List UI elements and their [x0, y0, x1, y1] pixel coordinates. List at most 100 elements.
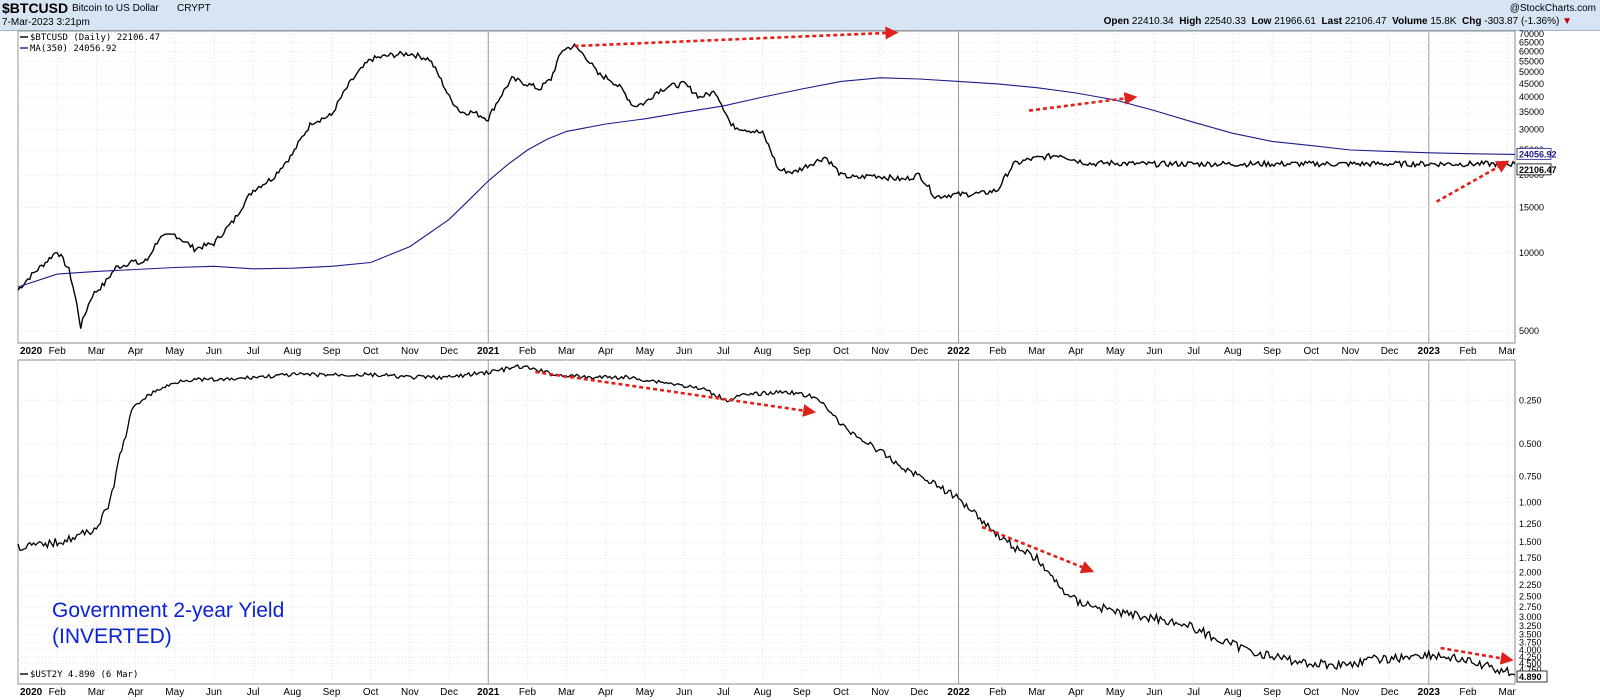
legend-entry: $BTCUSD (Daily) 22106.47: [30, 33, 160, 43]
price-panel: 5000100001500020000250003000035000400004…: [17, 29, 1557, 357]
x-tick-label: 2023: [1418, 687, 1441, 698]
x-tick-label: Dec: [440, 687, 458, 698]
open-value: 22410.34: [1131, 16, 1174, 27]
btc-price-line: [17, 43, 1516, 329]
exchange-label: CRYPT: [177, 3, 211, 14]
x-tick-label: Nov: [871, 687, 889, 698]
last-value-text: 4.890: [1519, 672, 1542, 682]
plot-frame: [17, 30, 1516, 344]
brand-logo[interactable]: @StockCharts.com: [1509, 3, 1596, 14]
x-tick-label: Nov: [401, 346, 419, 357]
x-tick-label: Feb: [1459, 687, 1477, 698]
last-value-box: [1516, 670, 1548, 683]
x-tick-label: Mar: [1499, 346, 1517, 357]
last-value-text: 24056.92: [1519, 149, 1557, 159]
x-tick-label: Oct: [1303, 346, 1319, 357]
x-tick-label: May: [1106, 687, 1125, 698]
y-tick-label: 45000: [1519, 79, 1544, 89]
volume-label: Volume: [1392, 16, 1428, 27]
x-tick-label: May: [1106, 346, 1125, 357]
trend-arrow: [1440, 646, 1514, 665]
x-tick-label: Aug: [754, 687, 772, 698]
x-tick-label: 2021: [477, 687, 500, 698]
x-tick-label: May: [165, 687, 184, 698]
y-tick-label: 4.750: [1519, 665, 1542, 675]
y-tick-label: 55000: [1519, 56, 1544, 66]
trend-arrow: [981, 525, 1095, 574]
x-tick-label: Dec: [1381, 346, 1399, 357]
x-tick-label: Aug: [283, 346, 301, 357]
x-tick-label: Jun: [676, 346, 692, 357]
y-tick-label: 1.500: [1519, 537, 1542, 547]
x-tick-label: Jul: [1187, 346, 1200, 357]
x-tick-label: Sep: [1263, 687, 1281, 698]
x-tick-label: Feb: [49, 687, 67, 698]
x-tick-label: Dec: [910, 346, 928, 357]
x-tick-label: Jul: [247, 346, 260, 357]
x-tick-label: 2022: [947, 346, 970, 357]
trend-arrow: [535, 370, 817, 417]
x-tick-label: Feb: [1459, 346, 1477, 357]
y-tick-label: 2.500: [1519, 592, 1542, 602]
x-tick-label: Sep: [323, 346, 341, 357]
x-tick-label: Mar: [1028, 346, 1046, 357]
x-tick-label: Mar: [558, 687, 576, 698]
x-tick-label: Mar: [1028, 687, 1046, 698]
x-tick-label: Feb: [989, 687, 1007, 698]
x-tick-label: Jun: [676, 687, 692, 698]
x-tick-label: Apr: [1068, 346, 1084, 357]
x-tick-label: Feb: [49, 346, 67, 357]
y-tick-label: 4.500: [1519, 659, 1542, 669]
quote-date: 7-Mar-2023 3:21pm: [2, 17, 90, 28]
y-tick-label: 15000: [1519, 203, 1544, 213]
last-value-label: 4.890: [1516, 670, 1548, 683]
x-tick-label: 2021: [477, 346, 500, 357]
y-tick-label: 1.250: [1519, 519, 1542, 529]
x-tick-label: Feb: [519, 687, 537, 698]
legend-bottom: $UST2Y 4.890 (6 Mar): [20, 670, 138, 680]
annotation-text: (INVERTED): [52, 625, 172, 648]
x-tick-label: Oct: [1303, 687, 1319, 698]
y-tick-label: 65000: [1519, 38, 1544, 48]
y-tick-label: 4.250: [1519, 652, 1542, 662]
x-tick-label: Mar: [88, 687, 106, 698]
down-arrow-icon: ▼: [1562, 16, 1572, 27]
y-tick-label: 3.250: [1519, 621, 1542, 631]
x-tick-label: Nov: [401, 687, 419, 698]
last-value-box: [1516, 163, 1552, 176]
high-label: High: [1179, 16, 1202, 27]
x-tick-label: Sep: [1263, 346, 1281, 357]
y-tick-label: 2.750: [1519, 602, 1542, 612]
last-value-label: 24056.92: [1516, 147, 1557, 160]
x-tick-label: Dec: [1381, 687, 1399, 698]
volume-value: 15.8K: [1430, 16, 1457, 27]
ma350-line: [17, 77, 1516, 288]
x-tick-label: Apr: [128, 687, 144, 698]
x-tick-label: 2023: [1418, 346, 1441, 357]
x-tick-label: Jun: [206, 687, 222, 698]
trend-arrow: [1028, 92, 1138, 112]
x-tick-label: Apr: [598, 687, 614, 698]
x-tick-label: 2022: [947, 687, 970, 698]
x-tick-label: Jul: [717, 687, 730, 698]
y-tick-label: 0.500: [1519, 439, 1542, 449]
open-label: Open: [1103, 16, 1130, 27]
x-tick-label: Nov: [1342, 687, 1360, 698]
instrument-name: Bitcoin to US Dollar: [72, 3, 159, 14]
quote-summary: Open 22410.34 High 22540.33 Low 21966.61…: [1104, 16, 1572, 27]
trend-arrow: [574, 26, 899, 48]
chg-value: -303.87 (-1.36%): [1484, 16, 1560, 27]
y-tick-label: 3.000: [1519, 612, 1542, 622]
x-tick-label: Sep: [793, 687, 811, 698]
x-tick-label: Mar: [1499, 687, 1517, 698]
x-tick-label: May: [636, 346, 655, 357]
last-value-box: [1516, 147, 1552, 160]
x-tick-label: Aug: [1224, 687, 1242, 698]
x-tick-label: Dec: [440, 346, 458, 357]
legend-entry: MA(350) 24056.92: [30, 44, 117, 54]
symbol-label: $BTCUSD: [2, 0, 69, 16]
x-tick-label: 2020: [20, 687, 43, 698]
x-tick-label: Feb: [519, 346, 537, 357]
